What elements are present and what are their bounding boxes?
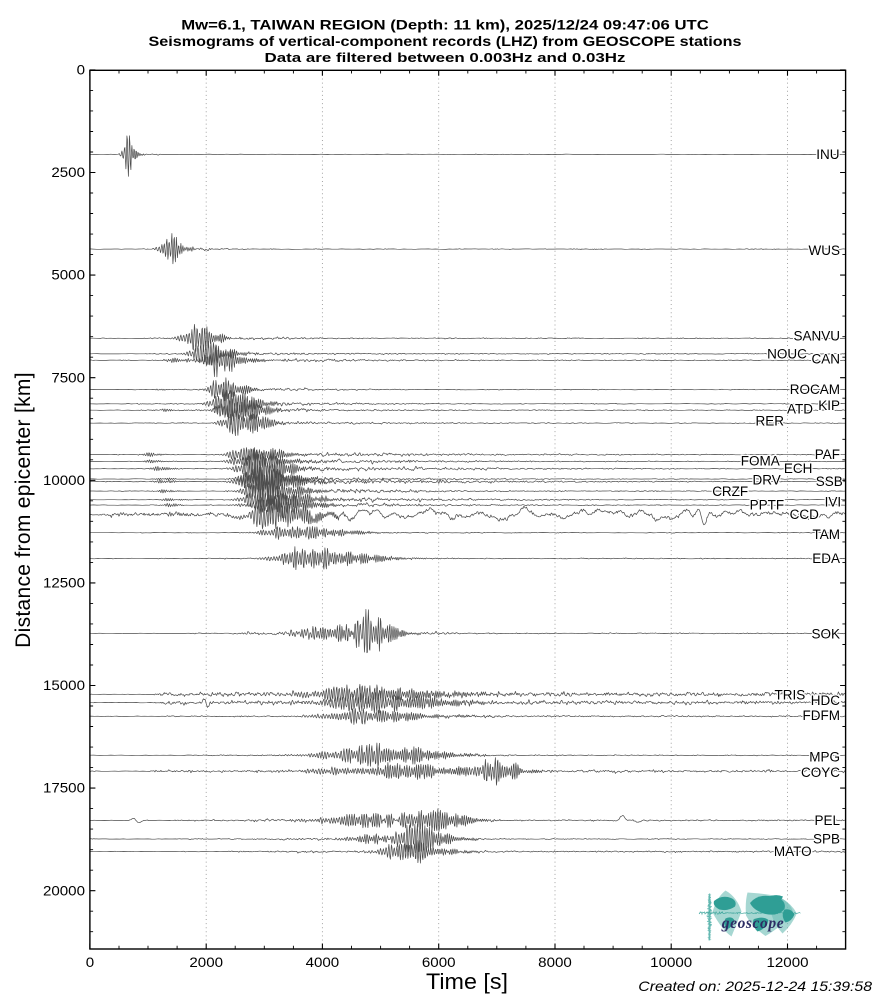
svg-text:EDA: EDA (812, 551, 840, 566)
svg-text:PAF: PAF (815, 447, 840, 462)
svg-text:MATO: MATO (774, 844, 812, 859)
svg-text:Distance from epicenter [km]: Distance from epicenter [km] (12, 372, 35, 648)
svg-text:NOUC: NOUC (767, 347, 807, 362)
svg-text:CCD: CCD (790, 507, 819, 522)
svg-text:COYC: COYC (801, 765, 840, 780)
svg-text:Time [s]: Time [s] (426, 969, 508, 994)
svg-text:RER: RER (755, 414, 784, 429)
svg-text:PPTF: PPTF (750, 498, 785, 513)
svg-text:TRIS: TRIS (775, 688, 806, 703)
svg-text:ECH: ECH (784, 461, 813, 476)
svg-text:geoscope: geoscope (721, 915, 784, 932)
svg-text:7500: 7500 (51, 371, 85, 386)
svg-text:10000: 10000 (43, 473, 85, 488)
svg-text:20000: 20000 (43, 884, 85, 899)
svg-text:2500: 2500 (51, 166, 85, 181)
svg-text:HDC: HDC (811, 693, 840, 708)
svg-text:FOMA: FOMA (741, 454, 780, 469)
svg-text:0: 0 (77, 63, 85, 78)
svg-text:SPB: SPB (813, 832, 840, 847)
svg-text:ATD: ATD (787, 401, 813, 416)
svg-text:0: 0 (86, 955, 94, 970)
svg-text:TAM: TAM (813, 527, 841, 542)
svg-text:8000: 8000 (538, 955, 572, 970)
svg-text:15000: 15000 (43, 679, 85, 694)
svg-text:SANVU: SANVU (793, 329, 840, 344)
svg-text:WUS: WUS (809, 243, 841, 258)
svg-text:SOK: SOK (811, 626, 840, 641)
svg-text:KIP: KIP (818, 398, 840, 413)
svg-text:Created on: 2025-12-24 15:39:5: Created on: 2025-12-24 15:39:58 (638, 979, 872, 995)
svg-text:Mw=6.1, TAIWAN REGION (Depth:: Mw=6.1, TAIWAN REGION (Depth: 11 km), 20… (181, 18, 709, 33)
svg-text:12000: 12000 (766, 955, 808, 970)
svg-text:FDFM: FDFM (803, 708, 841, 723)
svg-text:IVI: IVI (825, 495, 842, 510)
svg-text:6000: 6000 (422, 955, 456, 970)
svg-text:4000: 4000 (306, 955, 340, 970)
svg-text:CRZF: CRZF (712, 484, 748, 499)
svg-text:SSB: SSB (816, 474, 843, 489)
svg-text:10000: 10000 (650, 955, 692, 970)
svg-text:5000: 5000 (51, 268, 85, 283)
svg-text:Data are filtered between 0.00: Data are filtered between 0.003Hz and 0.… (265, 51, 626, 66)
svg-text:2000: 2000 (189, 955, 223, 970)
svg-text:CAN: CAN (811, 352, 840, 367)
svg-text:17500: 17500 (43, 781, 85, 796)
svg-text:INU: INU (816, 147, 839, 162)
svg-text:Seismograms of vertical-compon: Seismograms of vertical-component record… (149, 35, 742, 50)
svg-text:12500: 12500 (43, 576, 85, 591)
svg-text:MPG: MPG (809, 750, 840, 765)
svg-text:ROCAM: ROCAM (790, 382, 840, 397)
svg-text:DRV: DRV (753, 472, 781, 487)
svg-text:PEL: PEL (814, 813, 840, 828)
